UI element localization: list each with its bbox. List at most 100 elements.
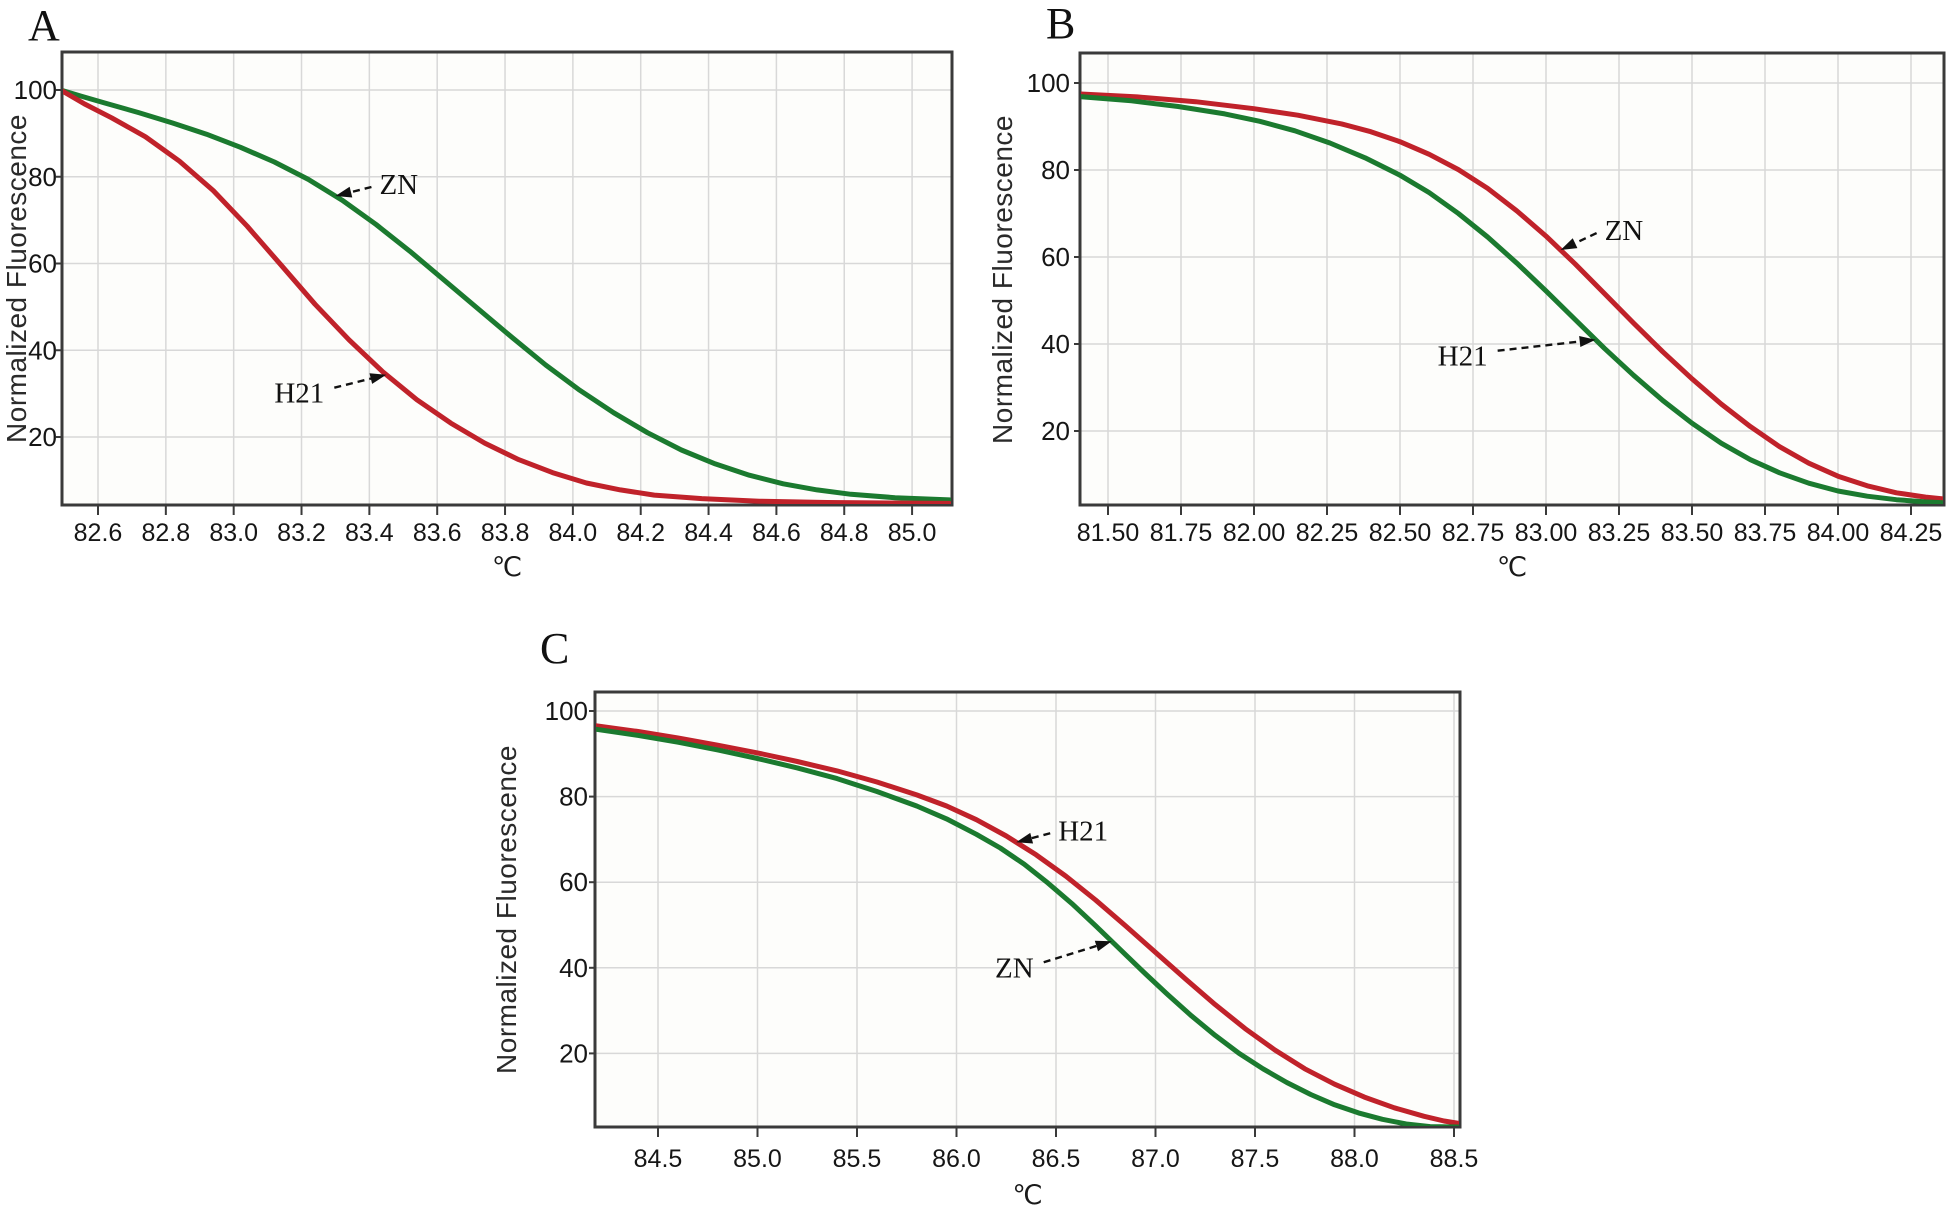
annotation-arrow [334, 376, 375, 389]
x-tick-label: 82.75 [1442, 519, 1505, 547]
y-tick-label: 60 [28, 249, 57, 279]
x-tick-label: 84.25 [1880, 519, 1943, 547]
arrowhead-icon [1560, 238, 1578, 251]
x-axis-unit-a: ℃ [491, 552, 523, 582]
panel-letter-b: B [1046, 0, 1076, 48]
annotation-arrow [346, 185, 372, 195]
x-tick-label: 86.0 [932, 1145, 981, 1173]
annotation-arrow [1497, 339, 1584, 352]
x-tick-label: 84.0 [549, 519, 598, 547]
series-curve-zn [63, 88, 951, 503]
x-tick-label: 87.0 [1131, 1145, 1180, 1173]
series-curve-zn [596, 726, 1459, 1126]
y-tick-label: 80 [1041, 155, 1070, 185]
x-tick-label: 83.8 [481, 519, 530, 547]
y-tick-label: 20 [559, 1038, 588, 1068]
annotation-h21: H21 [1438, 336, 1596, 373]
x-tick-label: 82.8 [142, 519, 191, 547]
x-tick-label: 85.0 [888, 519, 937, 547]
x-tick-label: 83.0 [209, 519, 258, 547]
x-tick-label: 86.5 [1032, 1145, 1081, 1173]
plot-border [1078, 51, 1946, 507]
x-tick-label: 83.6 [413, 519, 462, 547]
x-axis-unit-c: ℃ [1012, 1180, 1043, 1210]
arrowhead-icon [1016, 832, 1034, 844]
y-tick-label: 20 [1041, 416, 1070, 446]
annotation-label: H21 [1438, 341, 1488, 373]
y-tick-label: 40 [1041, 329, 1070, 359]
x-axis-unit-b: ℃ [1496, 552, 1528, 582]
x-tick-label: 83.2 [277, 519, 326, 547]
annotation-label: H21 [1058, 815, 1108, 847]
x-tick-label: 82.6 [74, 519, 123, 547]
plot-background [62, 52, 952, 505]
x-tick-label: 82.00 [1223, 519, 1286, 547]
x-tick-label: 84.00 [1807, 519, 1870, 547]
y-axis-title-b-text: Normalized Fluorescence [987, 114, 1018, 444]
y-tick-label: 100 [14, 75, 57, 105]
x-tick-label: 88.0 [1330, 1145, 1379, 1173]
annotation-arrow [1027, 832, 1051, 841]
x-tick-label: 84.6 [752, 519, 801, 547]
panel-B: 81.50 81.75 82.00 82.25 82.50 82.75 83.00 83.25… [1027, 51, 1946, 547]
x-tick-label: 84.2 [616, 519, 665, 547]
y-tick-label: 100 [545, 696, 588, 726]
y-tick-label: 80 [28, 162, 57, 192]
x-tick-label: 85.5 [833, 1145, 882, 1173]
series-curve-h21 [1081, 94, 1943, 504]
y-tick-label: 80 [559, 782, 588, 812]
y-tick-label: 100 [1027, 68, 1070, 98]
panel-C: 84.5 85.0 85.5 86.0 86.5 87.0 87.5 88.0 88.5 100 8… [545, 690, 1479, 1173]
panel-letter-a: A [28, 1, 60, 50]
plot-background [595, 692, 1460, 1127]
x-tick-label: 85.0 [733, 1145, 782, 1173]
y-axis-title-a-text: Normalized Fluorescence [1, 114, 32, 443]
y-tick-label: 60 [1041, 242, 1070, 272]
y-axis-title-c: Normalized Fluorescence [488, 692, 526, 1127]
series-curve-zn [1081, 91, 1943, 502]
x-tick-label: 84.4 [684, 519, 733, 547]
annotation-zn: ZN [1560, 215, 1644, 251]
plot-border [593, 690, 1462, 1129]
annotation-label: ZN [995, 952, 1034, 984]
x-tick-label: 83.50 [1661, 519, 1724, 547]
x-tick-label: 83.4 [345, 519, 394, 547]
y-tick-label: 60 [559, 867, 588, 897]
annotation-label: ZN [379, 169, 418, 201]
x-tick-label: 82.50 [1369, 519, 1432, 547]
annotation-zn: ZN [335, 169, 418, 201]
x-tick-label: 81.50 [1077, 519, 1140, 547]
x-tick-label: 88.5 [1430, 1145, 1479, 1173]
annotation-h21: H21 [1016, 815, 1108, 847]
plot-background [1080, 53, 1944, 505]
y-tick-label: 40 [559, 953, 588, 983]
arrowhead-icon [335, 186, 353, 198]
y-axis-title-c-text: Normalized Fluorescence [491, 745, 522, 1074]
arrowhead-icon [369, 373, 387, 384]
annotation-arrow [1570, 231, 1598, 247]
x-tick-label: 84.5 [634, 1145, 683, 1173]
series-curve-h21 [596, 723, 1459, 1126]
x-tick-label: 83.25 [1588, 519, 1651, 547]
annotation-arrow [1043, 943, 1101, 964]
y-tick-label: 40 [28, 335, 57, 365]
x-tick-label: 87.5 [1231, 1145, 1280, 1173]
x-tick-label: 84.8 [820, 519, 869, 547]
y-axis-title-a: Normalized Fluorescence [0, 52, 36, 505]
annotation-label: H21 [274, 378, 324, 410]
x-tick-label: 83.00 [1515, 519, 1578, 547]
arrowhead-icon [1579, 336, 1596, 347]
x-tick-label: 81.75 [1150, 519, 1213, 547]
plot-border [60, 50, 954, 507]
y-tick-label: 20 [28, 422, 57, 452]
annotation-label: ZN [1605, 215, 1644, 247]
panel-letter-c: C [540, 624, 570, 673]
x-tick-label: 83.75 [1734, 519, 1797, 547]
annotation-zn: ZN [995, 940, 1112, 984]
arrowhead-icon [1094, 940, 1112, 952]
panel-A: 82.6 82.8 83.0 83.2 83.4 83.6 83.8 84.0 84.2 84.4… [14, 50, 954, 547]
annotation-h21: H21 [274, 373, 387, 410]
y-axis-title-b: Normalized Fluorescence [984, 53, 1022, 505]
